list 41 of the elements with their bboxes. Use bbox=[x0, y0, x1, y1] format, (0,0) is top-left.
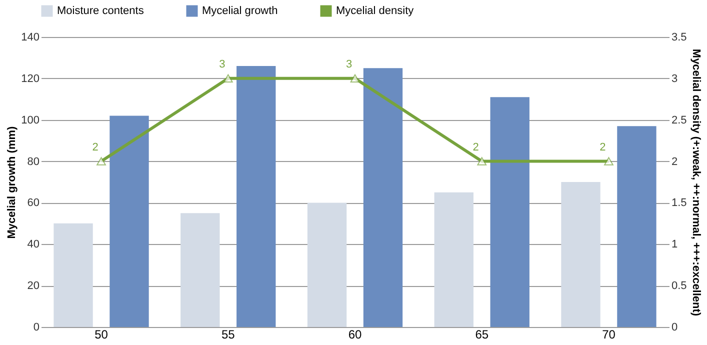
bar bbox=[180, 213, 220, 327]
y2-tick-label: 1.5 bbox=[672, 197, 687, 210]
data-label: 2 bbox=[92, 141, 98, 154]
bar bbox=[561, 182, 600, 327]
y2-tick-label: 3 bbox=[672, 72, 678, 85]
bar bbox=[490, 97, 530, 327]
bar bbox=[110, 116, 149, 327]
bar bbox=[617, 126, 656, 327]
y2-tick-label: 0 bbox=[672, 322, 678, 334]
bar bbox=[236, 66, 276, 327]
y2-tick-label: 2.5 bbox=[672, 114, 687, 126]
data-label: 2 bbox=[600, 141, 606, 154]
x-tick-label: 60 bbox=[348, 328, 362, 342]
y2-tick-label: 2 bbox=[672, 156, 678, 168]
y-tick-label: 100 bbox=[21, 114, 40, 126]
y2-axis-title: Mycelial density (+:weak, ++:normal, +++:excellent) bbox=[690, 48, 702, 316]
x-tick-label: 65 bbox=[475, 328, 489, 342]
data-label: 2 bbox=[472, 141, 479, 154]
y-tick-label: 0 bbox=[33, 322, 40, 334]
data-label: 3 bbox=[346, 58, 352, 70]
y2-tick-label: 0.5 bbox=[672, 280, 687, 292]
bar bbox=[363, 68, 403, 327]
x-tick-label: 70 bbox=[602, 328, 616, 342]
y-tick-label: 20 bbox=[27, 280, 40, 292]
y-tick-label: 80 bbox=[27, 156, 40, 168]
y2-tick-label: 3.5 bbox=[672, 32, 687, 44]
bar bbox=[434, 192, 474, 327]
y-axis-title: Mycelial growth (mm) bbox=[6, 126, 18, 239]
data-label: 3 bbox=[219, 58, 226, 70]
x-tick-label: 55 bbox=[221, 328, 236, 342]
bar bbox=[54, 223, 93, 327]
legend-label: Mycelial density bbox=[336, 5, 414, 17]
bar bbox=[307, 202, 347, 327]
legend-label: Mycelial growth bbox=[202, 5, 278, 17]
y-tick-label: 120 bbox=[21, 72, 40, 85]
y-tick-label: 40 bbox=[27, 238, 40, 251]
x-tick-label: 50 bbox=[94, 328, 108, 342]
legend-label: Moisture contents bbox=[57, 5, 144, 17]
y2-tick-label: 1 bbox=[672, 238, 678, 251]
y-tick-label: 60 bbox=[27, 197, 40, 210]
y-tick-label: 140 bbox=[21, 32, 40, 44]
